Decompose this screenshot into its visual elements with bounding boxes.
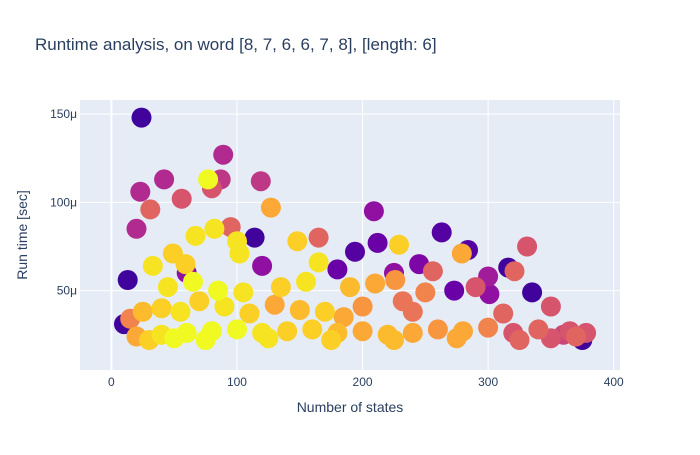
data-point [352, 321, 373, 342]
data-point [314, 301, 335, 322]
data-point [444, 280, 465, 301]
data-points [114, 107, 597, 350]
x-tick-label: 0 [108, 375, 115, 389]
data-point [175, 254, 196, 275]
data-point [422, 261, 443, 282]
data-point [340, 277, 360, 298]
x-tick-label: 100 [227, 375, 247, 389]
data-point [367, 232, 388, 253]
data-point [252, 255, 273, 276]
data-point [345, 241, 365, 262]
data-point [204, 218, 225, 239]
data-point [427, 319, 448, 340]
data-point [308, 252, 329, 273]
data-point [446, 328, 467, 349]
data-point [308, 227, 329, 248]
data-point [154, 169, 175, 190]
data-point [517, 236, 538, 257]
data-point [365, 273, 386, 294]
y-tick-label: 100μ [50, 195, 77, 209]
data-point [277, 321, 298, 342]
y-tick-label: 50μ [57, 284, 77, 298]
data-point [170, 301, 191, 322]
y-axis-label: Run time [sec] [14, 190, 30, 279]
x-tick-label: 300 [478, 375, 498, 389]
data-point [126, 218, 147, 239]
data-point [140, 199, 161, 220]
data-point [171, 188, 192, 209]
data-point [227, 319, 247, 340]
data-point [287, 231, 308, 252]
data-point [198, 169, 219, 190]
data-point [132, 301, 153, 322]
data-point [258, 328, 279, 349]
chart-title: Runtime analysis, on word [8, 7, 6, 6, 7… [35, 35, 437, 54]
axis-ticks: 0 100 200 300 400 50μ 100μ 150μ [50, 107, 624, 389]
data-point [130, 181, 151, 202]
data-point [157, 277, 178, 298]
data-point [229, 243, 250, 264]
data-point [327, 259, 348, 280]
data-point [185, 225, 206, 246]
data-point [504, 261, 525, 282]
data-point [522, 282, 543, 303]
data-point [142, 255, 163, 276]
data-point [296, 271, 316, 292]
data-point [566, 326, 586, 347]
data-point [264, 294, 285, 315]
data-point [189, 291, 210, 312]
data-point [478, 317, 499, 338]
data-point [302, 319, 323, 340]
data-point [509, 330, 530, 350]
data-point [195, 330, 216, 350]
data-point [363, 201, 384, 222]
data-point [270, 277, 291, 298]
data-point [528, 319, 549, 340]
y-tick-label: 150μ [50, 107, 77, 121]
data-point [117, 270, 138, 290]
data-point [151, 298, 172, 319]
data-point [321, 330, 342, 350]
data-point [384, 330, 404, 350]
data-point [208, 280, 229, 301]
data-point [164, 328, 185, 349]
data-point [214, 296, 235, 317]
data-point [402, 301, 423, 322]
data-point [239, 303, 260, 324]
data-point [415, 282, 436, 303]
data-point [493, 303, 514, 324]
data-point [385, 270, 406, 290]
x-tick-label: 200 [353, 375, 373, 389]
data-point [389, 234, 409, 255]
data-point [183, 271, 203, 292]
data-point [250, 171, 271, 192]
data-point [260, 197, 281, 218]
data-point [333, 307, 354, 328]
data-point [233, 282, 254, 303]
data-point [451, 243, 472, 264]
data-point [431, 222, 452, 243]
data-point [540, 296, 561, 317]
data-point [131, 107, 152, 128]
data-point [213, 144, 234, 165]
data-point [402, 322, 423, 343]
x-tick-label: 400 [604, 375, 624, 389]
data-point [244, 227, 265, 248]
data-point [289, 300, 310, 320]
data-point [352, 296, 373, 317]
data-point [465, 277, 486, 298]
x-axis-label: Number of states [297, 399, 404, 415]
